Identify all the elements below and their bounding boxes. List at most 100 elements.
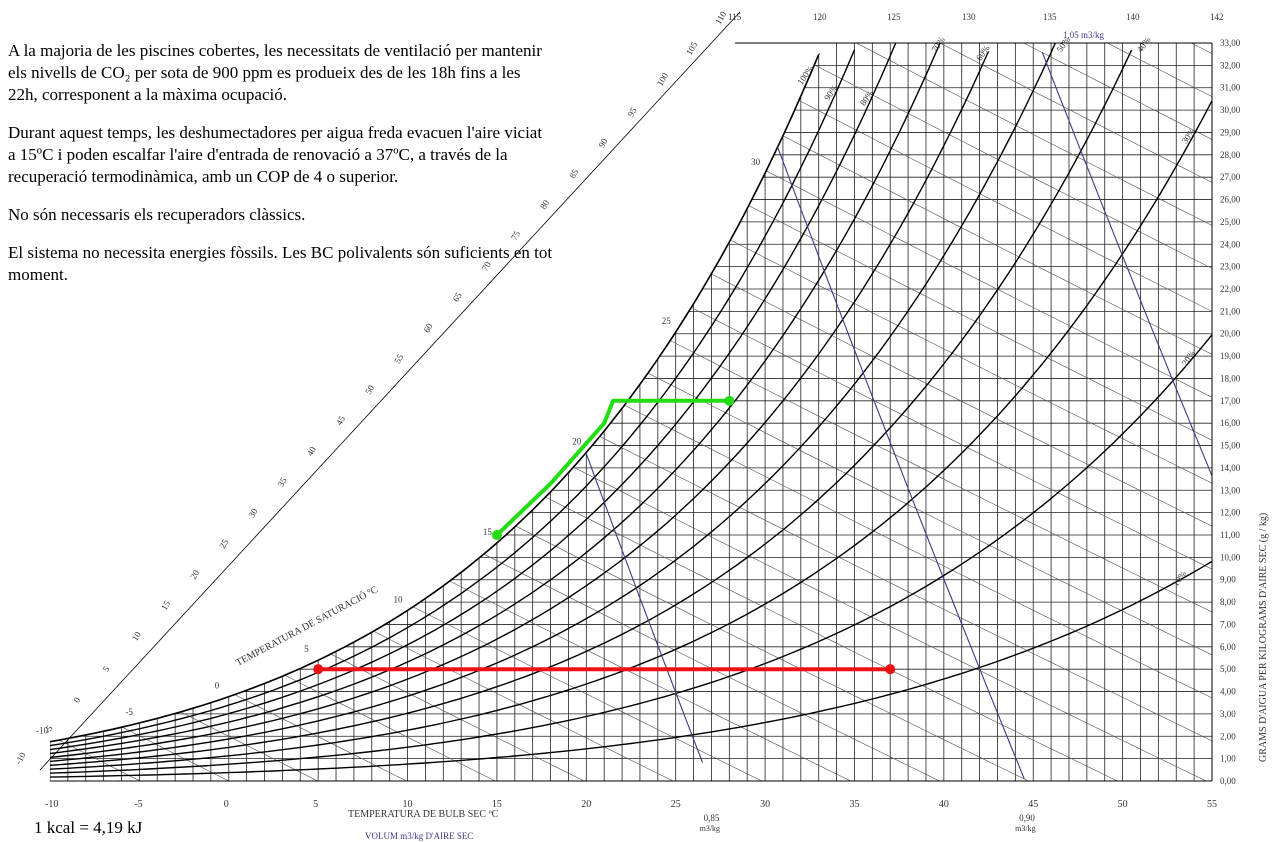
y-tick-label: 18,00: [1220, 373, 1241, 383]
rh-curve-60: [50, 51, 990, 759]
enthalpy-scale-label: 15: [159, 599, 172, 612]
y-tick-label: 32,00: [1220, 60, 1241, 70]
saturation-curve: [49, 54, 820, 743]
enthalpy-scale-label: 50: [363, 383, 376, 396]
x-tick-label: 5: [313, 799, 318, 810]
rh-label: 10%: [1171, 568, 1189, 588]
rh-label: 30%: [1180, 126, 1198, 146]
enthalpy-scale-label: 35: [276, 475, 289, 488]
enthalpy-line: [50, 59, 1212, 656]
y-tick-label: 26,00: [1220, 195, 1241, 205]
enthalpy-scale-label: 75: [509, 229, 522, 242]
volume-line: [1041, 51, 1212, 477]
y-tick-label: 27,00: [1220, 172, 1241, 182]
x-tick-label: 35: [849, 799, 859, 810]
y-tick-label: 29,00: [1220, 127, 1241, 137]
x-axis-title: TEMPERATURA DE BULB SEC ºC: [348, 809, 499, 820]
x-tick-label: -10: [45, 799, 58, 810]
enthalpy-scale-label: 110: [713, 9, 728, 26]
enthalpy-scale-label: -10: [13, 750, 28, 766]
enthalpy-line: [192, 43, 1212, 527]
enthalpy-scale-label: 5: [101, 664, 112, 673]
saturation-axis-title: TEMPERATURA DE SATURACIÓ ºC: [234, 583, 380, 668]
kcal-note: 1 kcal = 4,19 kJ: [34, 818, 143, 837]
rh-label: 70%: [929, 34, 947, 54]
y-tick-label: 1,00: [1220, 754, 1236, 764]
x-tick-label: 20: [581, 799, 591, 810]
enthalpy-scale-label: 105: [684, 40, 700, 57]
rh-label: 40%: [1135, 34, 1153, 54]
enthalpy-scale-label: 0: [71, 695, 82, 704]
volume-line: [442, 54, 704, 763]
y-tick-label: 22,00: [1220, 284, 1241, 294]
saturation-temp-label: 30: [751, 157, 761, 167]
x-tick-label: 30: [760, 799, 770, 810]
volume-unit-label: m3/kg: [700, 824, 720, 833]
saturation-temp-label: -5: [125, 707, 133, 717]
enthalpy-scale-label: 70: [480, 259, 493, 272]
y-tick-label: 0,00: [1220, 776, 1236, 786]
y-tick-label: 13,00: [1220, 485, 1241, 495]
y-tick-label: 3,00: [1220, 709, 1236, 719]
saturation-temp-label: 0: [215, 681, 220, 691]
x-tick-label: 25: [671, 799, 681, 810]
saturation-temp-label: -10: [36, 726, 48, 736]
enthalpy-line: [943, 43, 1212, 140]
saturation-temp-label: 15: [483, 527, 493, 537]
enthalpy-scale-label: 85: [567, 167, 580, 180]
enthalpy-scale-label: 20: [188, 568, 201, 581]
enthalpy-top-label: 125: [887, 12, 901, 22]
y-tick-label: 14,00: [1220, 463, 1241, 473]
enthalpy-scale-label: -5: [42, 723, 55, 735]
y-tick-label: 10,00: [1220, 552, 1241, 562]
enthalpy-scale-label: 40: [305, 444, 318, 457]
y-tick-label: 2,00: [1220, 731, 1236, 741]
enthalpy-top-label: 120: [813, 12, 827, 22]
rh-label: 60%: [974, 43, 992, 63]
rh-curve-50: [50, 43, 1061, 763]
paragraph-recuperators: No són necessaris els recuperadors clàss…: [8, 205, 306, 224]
enthalpy-line: [50, 464, 712, 781]
x-tick-label: 10: [403, 799, 413, 810]
enthalpy-scale-label: 60: [421, 321, 434, 334]
paragraph-dehumidifiers: Durant aquest temps, les deshumectadores…: [8, 123, 543, 186]
volume-line: [746, 65, 1025, 780]
volume-top-label: 1,05 m3/kg: [1063, 30, 1105, 40]
enthalpy-scale-label: 55: [392, 352, 405, 365]
rh-curve-90: [50, 49, 856, 747]
rh-curve-100: [50, 43, 829, 743]
enthalpy-line: [50, 194, 1212, 781]
enthalpy-scale-label: 90: [596, 136, 609, 149]
enthalpy-line: [782, 43, 1212, 226]
series-0-endpoint: [724, 395, 735, 406]
volume-tick-label: 0,85: [704, 813, 720, 823]
y-tick-label: 21,00: [1220, 306, 1241, 316]
y-tick-label: 15,00: [1220, 441, 1241, 451]
y-tick-label: 6,00: [1220, 642, 1236, 652]
x-tick-label: 15: [492, 799, 502, 810]
y-tick-label: 28,00: [1220, 150, 1241, 160]
x-tick-label: 0: [224, 799, 229, 810]
enthalpy-top-label: 130: [962, 12, 976, 22]
y-tick-label: 33,00: [1220, 38, 1241, 48]
rh-curve-10: [50, 560, 1212, 778]
rh-curve-70: [50, 43, 945, 755]
enthalpy-line: [50, 780, 86, 781]
y-tick-label: 31,00: [1220, 83, 1241, 93]
series-1-endpoint: [885, 664, 896, 675]
y-tick-label: 20,00: [1220, 329, 1241, 339]
saturation-temp-label: 20: [572, 436, 582, 446]
rh-curve-40: [50, 49, 1133, 766]
rh-label: 20%: [1180, 348, 1198, 368]
enthalpy-scale-label: 80: [538, 198, 551, 211]
y-tick-label: 30,00: [1220, 105, 1241, 115]
y-tick-label: 5,00: [1220, 664, 1236, 674]
enthalpy-scale-label: 25: [217, 537, 230, 550]
y-tick-label: 24,00: [1220, 239, 1241, 249]
rh-label: 90%: [822, 83, 840, 103]
y-tick-label: 16,00: [1220, 418, 1241, 428]
enthalpy-top-label: 140: [1126, 12, 1140, 22]
x-tick-label: -5: [134, 799, 142, 810]
volume-axis-title: VOLUM m3/kg D'AIRE SEC: [365, 831, 473, 841]
